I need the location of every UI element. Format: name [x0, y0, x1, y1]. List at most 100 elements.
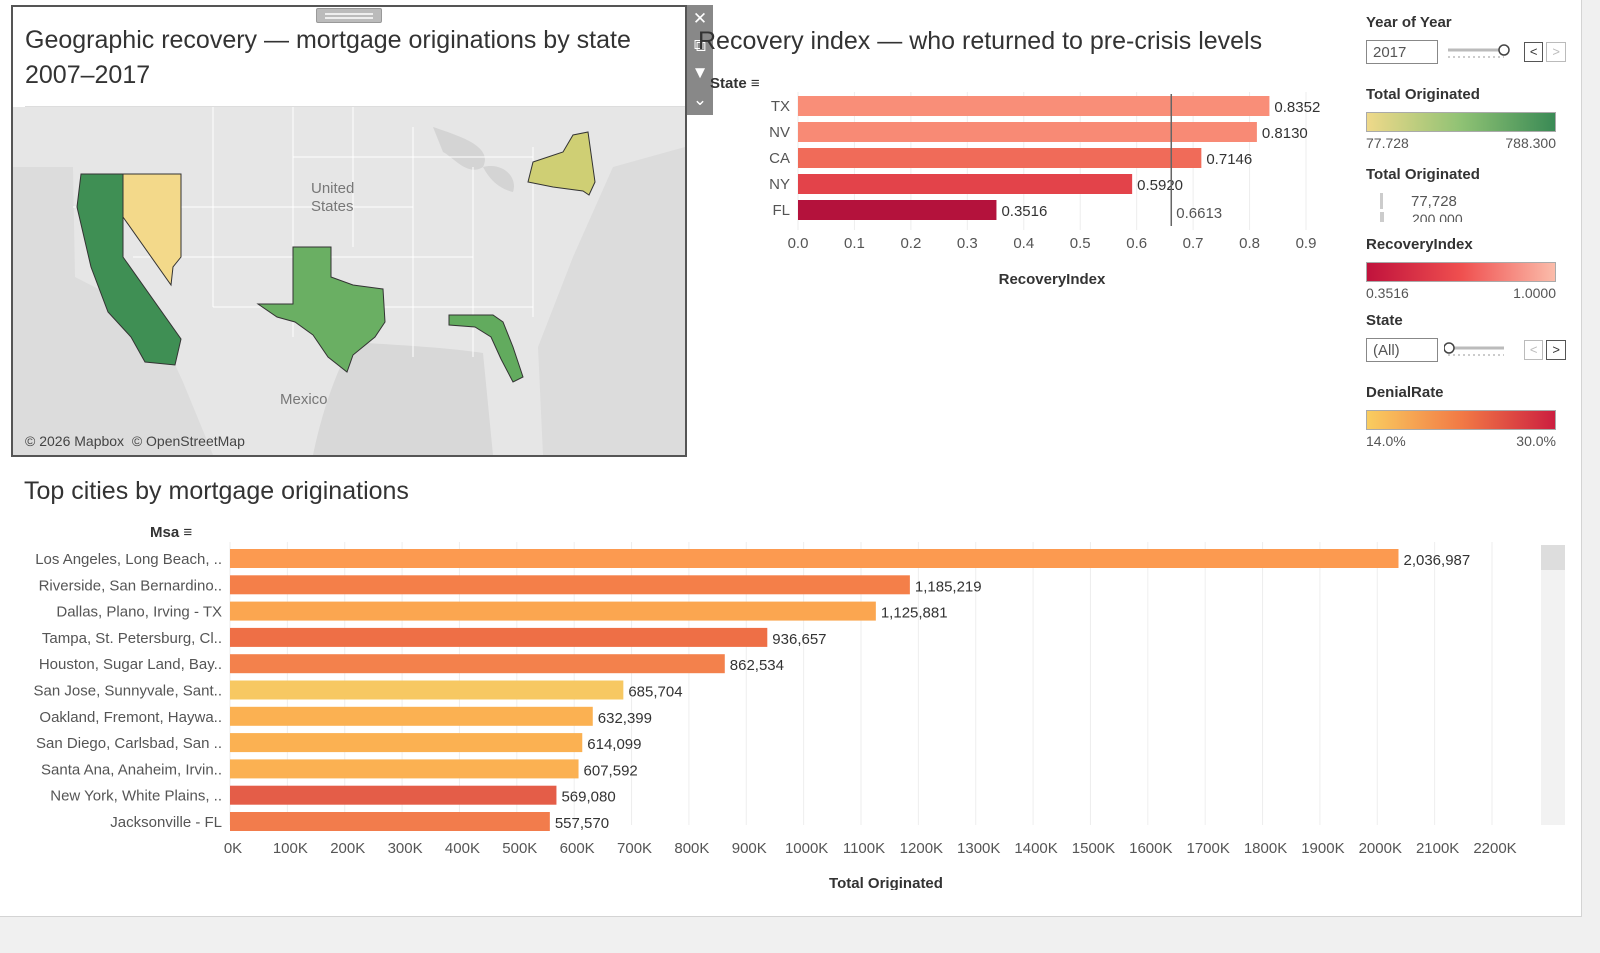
- cities-bar[interactable]: [230, 812, 550, 831]
- cities-tick-label: 800K: [674, 840, 709, 857]
- map-label-mexico: Mexico: [280, 391, 328, 408]
- recovery-tick-label: 0.9: [1296, 235, 1317, 252]
- cities-tick-label: 2100K: [1416, 840, 1459, 857]
- state-FL: [448, 314, 524, 383]
- state-map[interactable]: United States Mexico © 2026 Mapbox © Ope…: [13, 107, 685, 455]
- recovery-tick-label: 0.3: [957, 235, 978, 252]
- size-value-1: 77,728: [1411, 192, 1457, 210]
- recovery-state-header[interactable]: State ≡: [710, 75, 760, 92]
- cities-value-label: 614,099: [587, 736, 641, 753]
- zone-toolbar[interactable]: ✕ ⧉ ▼ ⌄: [687, 5, 713, 115]
- state-prev-button[interactable]: <: [1523, 340, 1544, 360]
- sort-icon[interactable]: ≡: [750, 75, 760, 92]
- filter-icon[interactable]: ▼: [691, 63, 709, 82]
- year-next-button[interactable]: >: [1546, 42, 1566, 62]
- cities-tick-label: 300K: [388, 840, 423, 857]
- cities-bar[interactable]: [230, 759, 579, 779]
- recovery-min: 0.3516: [1366, 286, 1409, 298]
- cities-tick-label: 1500K: [1072, 840, 1115, 857]
- cities-bar[interactable]: [230, 785, 557, 805]
- recovery-value-label: 0.3516: [1001, 203, 1047, 220]
- year-slider[interactable]: [1444, 42, 1512, 62]
- cities-category-label: San Diego, Carlsbad, San ..: [36, 735, 222, 752]
- close-icon[interactable]: ✕: [692, 9, 708, 28]
- recovery-max: 1.0000: [1513, 286, 1556, 298]
- cities-value-label: 862,534: [730, 657, 784, 674]
- osm-attribution[interactable]: © OpenStreetMap: [131, 433, 245, 449]
- cities-tick-label: 500K: [502, 840, 537, 857]
- year-filter-title: Year of Year: [1366, 14, 1452, 31]
- recovery-tick-label: 0.2: [900, 235, 921, 252]
- cities-tick-label: 700K: [617, 840, 652, 857]
- recovery-category-label: TX: [771, 98, 790, 115]
- year-input[interactable]: 2017: [1366, 40, 1438, 64]
- recovery-legend-title: RecoveryIndex: [1366, 236, 1473, 253]
- recovery-category-label: NV: [769, 124, 790, 141]
- size-mark-2: [1380, 212, 1384, 222]
- map-zone[interactable]: Geographic recovery — mortgage originati…: [11, 5, 687, 457]
- cities-msa-header[interactable]: Msa ≡: [150, 524, 192, 541]
- state-slider[interactable]: [1443, 340, 1512, 360]
- recovery-tick-label: 0.6: [1126, 235, 1147, 252]
- more-icon[interactable]: ⌄: [692, 90, 708, 109]
- cities-tick-label: 900K: [732, 840, 767, 857]
- state-filter-title: State: [1366, 312, 1403, 329]
- cities-tick-label: 600K: [560, 840, 595, 857]
- size-mark-1: [1380, 193, 1383, 209]
- total-size-legend-title: Total Originated: [1366, 166, 1480, 183]
- cities-chart[interactable]: 0K 100K 200K 300K 400K 500K 600K 700K 800K 900K 10…: [0, 540, 1540, 890]
- cities-bar[interactable]: [230, 733, 583, 753]
- state-next-button[interactable]: >: [1546, 340, 1566, 360]
- cities-category-label: Jacksonville - FL: [110, 814, 222, 831]
- map-attribution[interactable]: © 2026 Mapbox © OpenStreetMap: [25, 433, 245, 449]
- cities-bar[interactable]: [230, 706, 593, 726]
- recovery-chart[interactable]: 0.0 0.1 0.2 0.3 0.4 0.5 0.6 0.7 0.8 0.9 TX 0.8352 NV…: [700, 90, 1340, 300]
- cities-bar[interactable]: [230, 549, 1399, 568]
- state-filter-input[interactable]: (All): [1366, 338, 1438, 362]
- cities-tick-label: 400K: [445, 840, 480, 857]
- denial-legend-title: DenialRate: [1366, 384, 1444, 401]
- state-NY: [527, 131, 596, 196]
- cities-category-label: Oakland, Fremont, Haywa..: [39, 709, 222, 726]
- size-legend-item-2: 200,000: [1366, 212, 1556, 222]
- title-divider: [25, 106, 685, 107]
- cities-bar[interactable]: [230, 601, 876, 621]
- total-color-range: 77,728 788,300: [1366, 136, 1556, 148]
- cities-category-label: San Jose, Sunnyvale, Sant..: [34, 683, 222, 700]
- cities-tick-label: 1100K: [843, 840, 885, 857]
- cities-value-label: 569,080: [561, 789, 615, 806]
- drag-grip-handle[interactable]: [316, 8, 382, 23]
- year-prev-button[interactable]: <: [1523, 42, 1544, 62]
- mapbox-attribution[interactable]: © 2026 Mapbox: [25, 433, 125, 449]
- cities-bar[interactable]: [230, 654, 725, 674]
- recovery-range: 0.3516 1.0000: [1366, 286, 1556, 298]
- total-color-gradient: [1366, 112, 1556, 132]
- recovery-bar-TX[interactable]: [798, 96, 1270, 116]
- recovery-bar-CA[interactable]: [798, 148, 1202, 168]
- denial-max: 30.0%: [1516, 434, 1556, 446]
- cities-value-label: 607,592: [584, 762, 638, 779]
- cities-value-label: 632,399: [598, 710, 652, 727]
- cities-category-label: Houston, Sugar Land, Bay..: [39, 656, 222, 673]
- cities-tick-label: 2200K: [1473, 840, 1516, 857]
- sort-icon[interactable]: ≡: [183, 524, 193, 541]
- recovery-bar-NV[interactable]: [798, 122, 1257, 142]
- recovery-bar-FL[interactable]: [798, 200, 997, 220]
- recovery-value-label: 0.5920: [1137, 177, 1183, 194]
- recovery-bar-NY[interactable]: [798, 174, 1133, 194]
- cities-category-label: Los Angeles, Long Beach, ..: [35, 551, 222, 568]
- cities-category-label: Dallas, Plano, Irving - TX: [56, 604, 222, 621]
- cities-value-label: 1,185,219: [915, 578, 982, 595]
- cities-scrollbar-thumb[interactable]: [1541, 545, 1565, 570]
- cities-bar[interactable]: [230, 680, 624, 700]
- ocean-atlantic: [538, 147, 685, 455]
- popout-icon[interactable]: ⧉: [693, 36, 707, 55]
- cities-value-label: 685,704: [628, 684, 682, 701]
- recovery-tick-label: 0.8: [1239, 235, 1260, 252]
- cities-tick-label: 1300K: [957, 840, 1000, 857]
- cities-scrollbar[interactable]: [1541, 545, 1565, 825]
- cities-bar[interactable]: [230, 627, 768, 647]
- state-NV: [122, 173, 182, 287]
- cities-bar[interactable]: [230, 575, 910, 595]
- lakes: [433, 127, 514, 192]
